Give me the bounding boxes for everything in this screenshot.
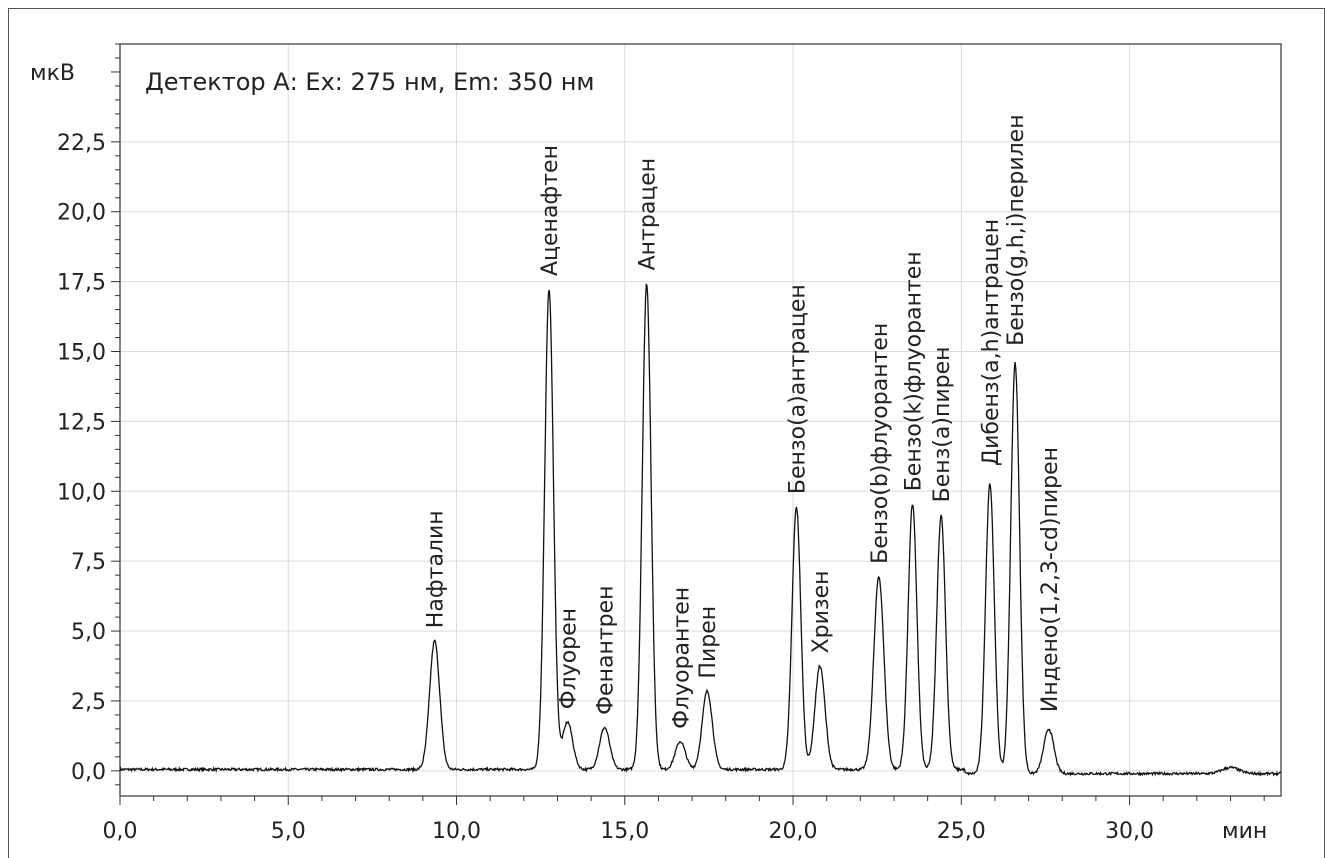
peak-label: Пирен [696, 606, 721, 679]
peak-label: Фенантрен [594, 585, 619, 714]
peak-label: Флуорантен [669, 587, 694, 729]
grid [119, 44, 1281, 796]
x-tick-label: 15,0 [600, 819, 649, 844]
y-tick-label: 2,5 [71, 690, 106, 715]
x-tick-label: 25,0 [937, 819, 986, 844]
trace-group [119, 282, 1282, 777]
y-tick-label: 7,5 [71, 550, 106, 575]
peak-label: Дибенз(a,h)антрацен [979, 219, 1004, 466]
plot-area-frame [119, 43, 1282, 797]
peak-label: Аценафтен [538, 145, 563, 276]
peak-label: Бензо(a)антрацен [785, 284, 810, 494]
axes: 0,0 2,5 5,0 7,5 10,0 12,5 15,0 17,5 20,0 22,5 0,0 5… [57, 43, 1282, 844]
x-unit-label: мин [1222, 819, 1267, 844]
x-tick-label: 30,0 [1105, 819, 1154, 844]
y-tick-label: 5,0 [71, 620, 106, 645]
peak-label: Флуорен [557, 608, 582, 709]
x-tick-label: 0,0 [103, 819, 138, 844]
y-tick-label: 20,0 [57, 201, 106, 226]
peak-label: Нафталин [424, 510, 449, 628]
peak-label: Бензо(k)флуорантен [902, 251, 927, 491]
y-tick-label: 17,5 [57, 271, 106, 296]
peak-label: Индено(1,2,3-cd)пирен [1038, 447, 1063, 712]
peak-label: Бенз(a)пирен [930, 346, 955, 502]
x-tick-label: 10,0 [432, 819, 481, 844]
detector-annotation: Детектор А: Ex: 275 нм, Em: 350 нм [145, 68, 594, 96]
peak-label: Хризен [809, 570, 834, 653]
peak-label: Бензо(b)флуорантен [868, 323, 893, 564]
y-tick-label: 10,0 [57, 480, 106, 505]
x-tick-label: 5,0 [271, 819, 306, 844]
figure-frame [8, 8, 1325, 858]
chromatogram-trace [119, 282, 1282, 777]
y-unit-label: мкВ [30, 61, 75, 86]
y-tick-label: 15,0 [57, 341, 106, 366]
y-tick-label: 12,5 [57, 410, 106, 435]
peak-label: Антрацен [636, 158, 661, 271]
y-tick-label: 0,0 [71, 760, 106, 785]
x-tick-label: 20,0 [769, 819, 818, 844]
y-tick-label: 22,5 [57, 131, 106, 156]
peak-label: Бензо(g,h,i)перилен [1004, 114, 1029, 346]
peak-labels: Нафталин Аценафтен Флуорен Фенантрен Антраце… [424, 114, 1063, 729]
